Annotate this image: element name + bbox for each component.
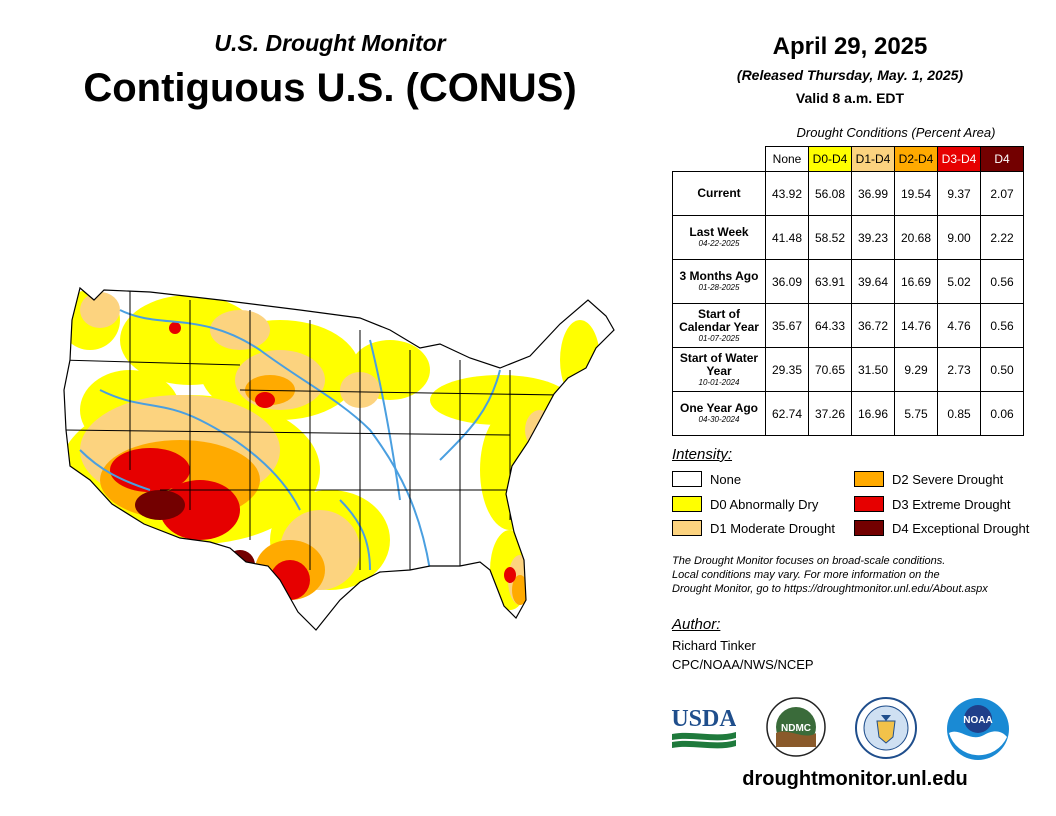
svg-text:NOAA: NOAA bbox=[963, 715, 992, 726]
cell-value: 20.68 bbox=[894, 215, 938, 260]
col-d0-d4: D0-D4 bbox=[808, 146, 852, 172]
cell-value: 9.00 bbox=[937, 215, 981, 260]
cell-value: 35.67 bbox=[765, 303, 809, 348]
row-label: Start of Calendar Year 01-07-2025 bbox=[672, 303, 766, 348]
cell-value: 2.73 bbox=[937, 347, 981, 392]
map-date: April 29, 2025 bbox=[772, 33, 928, 60]
map-subtitle: U.S. Drought Monitor bbox=[214, 30, 446, 56]
noaa-logo-icon: NOAA bbox=[947, 698, 1009, 760]
cell-value: 0.50 bbox=[980, 347, 1024, 392]
cell-value: 16.96 bbox=[851, 391, 895, 436]
cell-value: 56.08 bbox=[808, 171, 852, 216]
drought-conditions-table: None D0-D4 D1-D4 D2-D4 D3-D4 D4 Current … bbox=[672, 146, 1024, 436]
table-row: Start of Water Year 10-01-2024 29.35 70.6… bbox=[672, 347, 1024, 392]
col-d3-d4: D3-D4 bbox=[937, 146, 981, 172]
cell-value: 58.52 bbox=[808, 215, 852, 260]
usda-logo-icon: USDA bbox=[672, 706, 736, 749]
table-row: Last Week 04-22-2025 41.48 58.52 39.23 20… bbox=[672, 215, 1024, 260]
swatch-d0 bbox=[672, 496, 702, 512]
cell-value: 9.37 bbox=[937, 171, 981, 216]
website-link[interactable]: droughtmonitor.unl.edu bbox=[742, 768, 968, 790]
table-row: Start of Calendar Year 01-07-2025 35.67 6… bbox=[672, 303, 1024, 348]
table-row: One Year Ago 04-30-2024 62.74 37.26 16.96… bbox=[672, 391, 1024, 436]
cell-value: 43.92 bbox=[765, 171, 809, 216]
cell-value: 14.76 bbox=[894, 303, 938, 348]
swatch-d3 bbox=[854, 496, 884, 512]
disclaimer-note: The Drought Monitor focuses on broad-sca… bbox=[672, 555, 988, 595]
row-label: One Year Ago 04-30-2024 bbox=[672, 391, 766, 436]
cell-value: 0.56 bbox=[980, 259, 1024, 304]
cell-value: 63.91 bbox=[808, 259, 852, 304]
cell-value: 0.06 bbox=[980, 391, 1024, 436]
table-caption: Drought Conditions (Percent Area) bbox=[796, 125, 996, 140]
col-d2-d4: D2-D4 bbox=[894, 146, 938, 172]
table-row: 3 Months Ago 01-28-2025 36.09 63.91 39.64… bbox=[672, 259, 1024, 304]
cell-value: 2.22 bbox=[980, 215, 1024, 260]
ndmc-logo-icon: NDMC bbox=[766, 697, 826, 757]
legend-heading: Intensity: bbox=[672, 446, 733, 463]
cell-value: 5.02 bbox=[937, 259, 981, 304]
drought-map bbox=[63, 286, 615, 631]
svg-text:NDMC: NDMC bbox=[781, 723, 811, 734]
author-heading: Author: bbox=[672, 616, 721, 633]
col-d1-d4: D1-D4 bbox=[851, 146, 895, 172]
cell-value: 16.69 bbox=[894, 259, 938, 304]
cell-value: 31.50 bbox=[851, 347, 895, 392]
cell-value: 29.35 bbox=[765, 347, 809, 392]
commerce-seal-icon bbox=[855, 697, 917, 759]
cell-value: 0.85 bbox=[937, 391, 981, 436]
cell-value: 9.29 bbox=[894, 347, 938, 392]
swatch-d2 bbox=[854, 471, 884, 487]
cell-value: 39.23 bbox=[851, 215, 895, 260]
col-d4: D4 bbox=[980, 146, 1024, 172]
cell-value: 2.07 bbox=[980, 171, 1024, 216]
cell-value: 39.64 bbox=[851, 259, 895, 304]
row-label: 3 Months Ago 01-28-2025 bbox=[672, 259, 766, 304]
table-row: Current 43.92 56.08 36.99 19.54 9.37 2.0… bbox=[672, 171, 1024, 216]
cell-value: 19.54 bbox=[894, 171, 938, 216]
release-date: (Released Thursday, May. 1, 2025) bbox=[736, 67, 964, 83]
row-label: Start of Water Year 10-01-2024 bbox=[672, 347, 766, 392]
cell-value: 4.76 bbox=[937, 303, 981, 348]
cell-value: 36.99 bbox=[851, 171, 895, 216]
table-header-row: None D0-D4 D1-D4 D2-D4 D3-D4 D4 bbox=[673, 146, 1024, 172]
cell-value: 36.09 bbox=[765, 259, 809, 304]
cell-value: 0.56 bbox=[980, 303, 1024, 348]
cell-value: 70.65 bbox=[808, 347, 852, 392]
valid-time: Valid 8 a.m. EDT bbox=[795, 90, 905, 106]
row-label: Current bbox=[672, 171, 766, 216]
author-org: CPC/NOAA/NWS/NCEP bbox=[672, 657, 814, 672]
swatch-none bbox=[672, 471, 702, 487]
author-name: Richard Tinker bbox=[672, 638, 756, 653]
cell-value: 41.48 bbox=[765, 215, 809, 260]
cell-value: 37.26 bbox=[808, 391, 852, 436]
cell-value: 5.75 bbox=[894, 391, 938, 436]
col-none: None bbox=[765, 146, 809, 172]
swatch-d1 bbox=[672, 520, 702, 536]
cell-value: 64.33 bbox=[808, 303, 852, 348]
cell-value: 62.74 bbox=[765, 391, 809, 436]
cell-value: 36.72 bbox=[851, 303, 895, 348]
svg-text:USDA: USDA bbox=[672, 706, 736, 732]
swatch-d4 bbox=[854, 520, 884, 536]
row-label: Last Week 04-22-2025 bbox=[672, 215, 766, 260]
map-title: Contiguous U.S. (CONUS) bbox=[83, 66, 577, 110]
